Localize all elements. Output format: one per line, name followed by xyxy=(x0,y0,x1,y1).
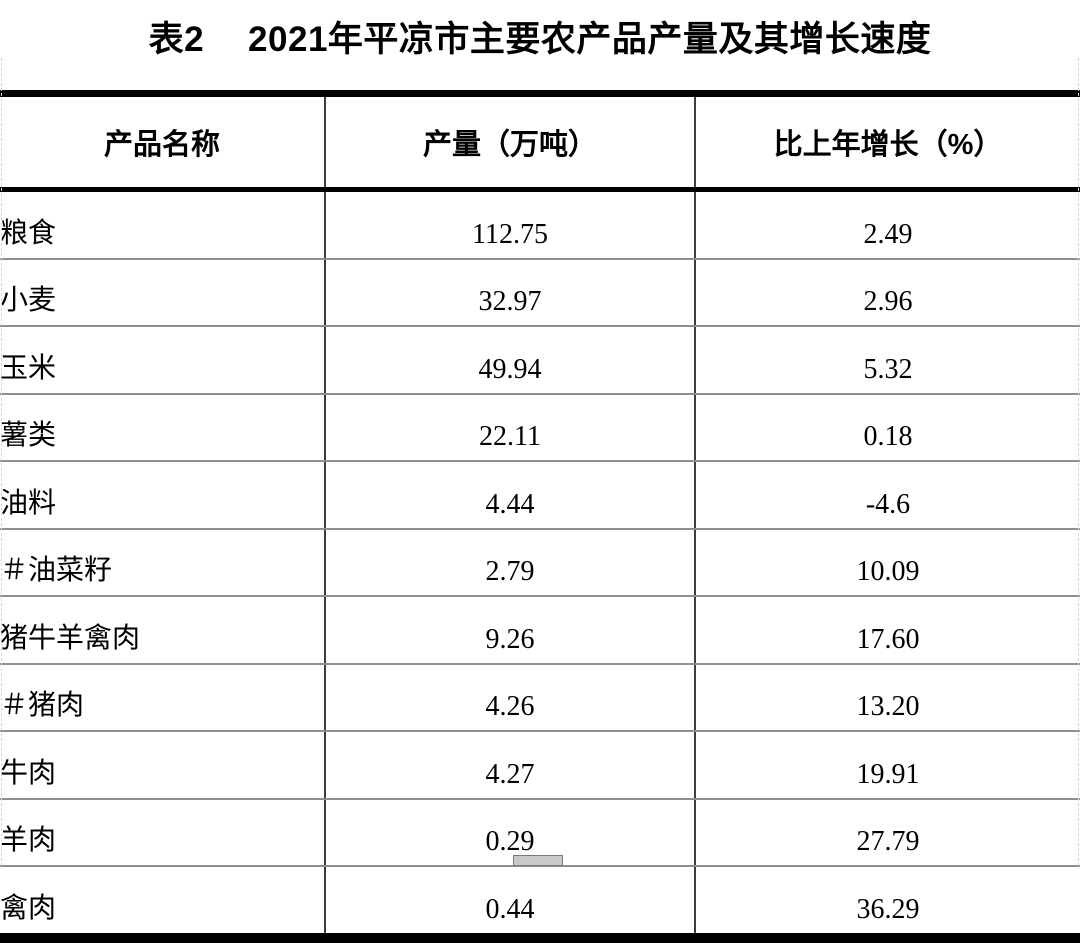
product-name-cell: 薯类 xyxy=(0,393,325,462)
column-header-growth: 比上年增长（%） xyxy=(694,93,1080,192)
page-guide-left xyxy=(1,58,2,866)
growth-cell: 27.79 xyxy=(694,798,1080,867)
output-cell: 4.27 xyxy=(324,731,695,800)
products-table: 产品名称 产量（万吨） 比上年增长（%） 粮食 112.75 2.49 小麦 32.97… xyxy=(0,90,1080,943)
table-body: 粮食 112.75 2.49 小麦 32.97 2.96 玉米 49.94 5.32 薯类 22.1… xyxy=(0,189,1080,938)
column-header-product-name: 产品名称 xyxy=(0,93,325,192)
growth-cell: 13.20 xyxy=(694,663,1080,732)
table-row: 玉米 49.94 5.32 xyxy=(0,326,1080,395)
growth-cell: 17.60 xyxy=(694,596,1080,665)
growth-cell: 19.91 xyxy=(694,731,1080,800)
page-guide-right xyxy=(1078,58,1079,866)
table-row: 油料 4.44 -4.6 xyxy=(0,461,1080,530)
table-row: ＃油菜籽 2.79 10.09 xyxy=(0,528,1080,597)
output-cell: 22.11 xyxy=(324,393,695,462)
product-name-cell: 小麦 xyxy=(0,258,325,327)
growth-cell: 0.18 xyxy=(694,393,1080,462)
table-row: ＃猪肉 4.26 13.20 xyxy=(0,663,1080,732)
output-cell: 9.26 xyxy=(324,596,695,665)
product-name-cell: 猪牛羊禽肉 xyxy=(0,596,325,665)
product-name-cell: ＃油菜籽 xyxy=(0,528,325,597)
output-cell: 4.26 xyxy=(324,663,695,732)
product-name-cell: 粮食 xyxy=(0,189,325,260)
table-title-text: 2021年平凉市主要农产品产量及其增长速度 xyxy=(248,20,932,59)
growth-cell: 2.96 xyxy=(694,258,1080,327)
growth-cell: 10.09 xyxy=(694,528,1080,597)
output-cell: 0.44 xyxy=(324,866,695,938)
table-row: 薯类 22.11 0.18 xyxy=(0,393,1080,462)
product-name-cell: 牛肉 xyxy=(0,731,325,800)
product-name-cell: 油料 xyxy=(0,461,325,530)
column-header-output: 产量（万吨） xyxy=(324,93,695,192)
header-row: 产品名称 产量（万吨） 比上年增长（%） xyxy=(0,93,1080,192)
table-row: 禽肉 0.44 36.29 xyxy=(0,866,1080,938)
table-row: 猪牛羊禽肉 9.26 17.60 xyxy=(0,596,1080,665)
growth-cell: 2.49 xyxy=(694,189,1080,260)
table-row: 羊肉 0.29 27.79 xyxy=(0,798,1080,867)
product-name-cell: 禽肉 xyxy=(0,892,57,924)
output-cell: 0.29 xyxy=(324,798,695,867)
product-name-cell: 羊肉 xyxy=(0,798,325,867)
table-row: 小麦 32.97 2.96 xyxy=(0,258,1080,327)
products-table-container: 产品名称 产量（万吨） 比上年增长（%） 粮食 112.75 2.49 小麦 32.97… xyxy=(0,90,1080,943)
table-row: 牛肉 4.27 19.91 xyxy=(0,731,1080,800)
table-resize-handle[interactable] xyxy=(513,855,563,866)
output-cell: 2.79 xyxy=(324,528,695,597)
output-cell: 32.97 xyxy=(324,258,695,327)
growth-cell: 36.29 xyxy=(694,866,1080,938)
table-row: 粮食 112.75 2.49 xyxy=(0,189,1080,260)
page-title: 表2 2021年平凉市主要农产品产量及其增长速度 xyxy=(0,16,1080,64)
product-name-cell: 玉米 xyxy=(0,326,325,395)
output-cell: 112.75 xyxy=(324,189,695,260)
output-cell: 49.94 xyxy=(324,326,695,395)
product-name-cell: ＃猪肉 xyxy=(0,663,325,732)
growth-cell: -4.6 xyxy=(694,461,1080,530)
table-number-label: 表2 xyxy=(148,20,205,59)
output-cell: 4.44 xyxy=(324,461,695,530)
growth-cell: 5.32 xyxy=(694,326,1080,395)
